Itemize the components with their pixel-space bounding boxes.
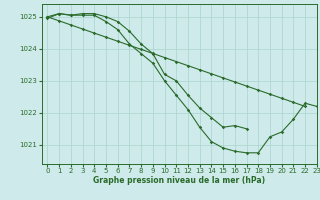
X-axis label: Graphe pression niveau de la mer (hPa): Graphe pression niveau de la mer (hPa) xyxy=(93,176,265,185)
